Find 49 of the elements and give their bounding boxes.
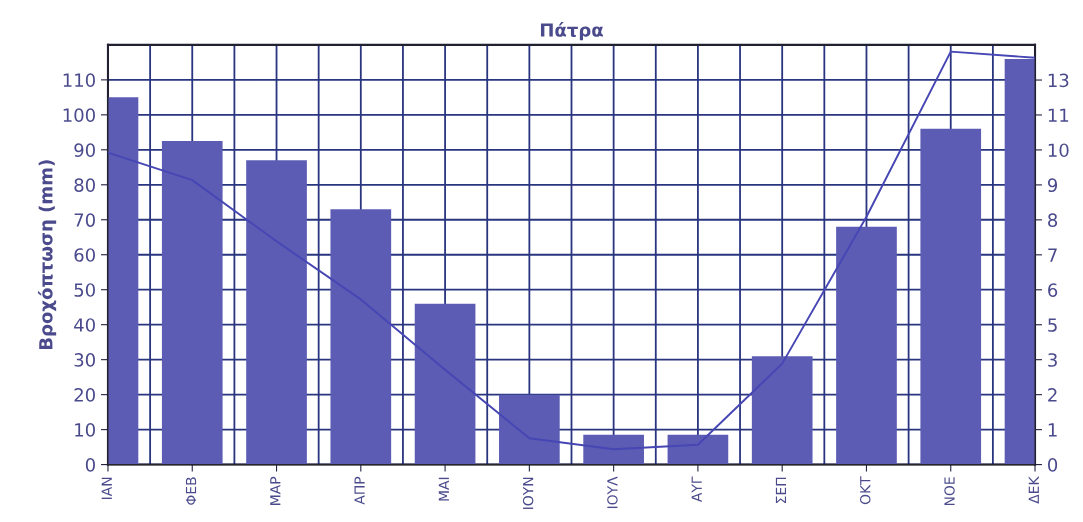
x-tick-label: ΜΑΡ	[270, 476, 281, 505]
y2-tick-label: 9	[1047, 178, 1058, 193]
y-tick-label: 80	[74, 178, 95, 192]
y-tick-label: 10	[75, 423, 95, 437]
x-tick-label: ΣΕΠ	[775, 477, 787, 504]
y-tick-label: 0	[85, 458, 95, 472]
y-tick-label: 50	[74, 283, 95, 297]
bar	[246, 160, 307, 465]
y-axis-title: Βροχόπτωση (mm)	[37, 160, 57, 350]
y-tick-label: 30	[74, 353, 95, 367]
bar	[583, 434, 644, 465]
y2-tick-label: 0	[1048, 458, 1058, 472]
y-tick-label: 40	[74, 318, 95, 332]
bar	[836, 226, 897, 465]
bar	[414, 303, 476, 465]
y2-tick-label: 1	[1048, 423, 1057, 437]
bar	[920, 128, 982, 465]
bar	[330, 209, 392, 465]
y2-tick-label: 7	[1048, 248, 1057, 262]
bar	[499, 394, 560, 465]
bar	[751, 356, 813, 465]
y-tick-label: 60	[74, 248, 95, 262]
y-tick-label: 90	[74, 143, 95, 157]
x-tick-label: ΑΠΡ	[354, 476, 365, 505]
x-tick-label: ΔΕΚ	[1028, 476, 1039, 504]
x-tick-label: ΙΟΥΝ	[522, 477, 534, 509]
y2-tick-label: 5	[1048, 318, 1057, 332]
bar	[667, 434, 729, 465]
y2-tick-label: 8	[1048, 213, 1058, 227]
y-tick-label: 20	[74, 388, 95, 402]
line-series	[107, 50, 1036, 451]
bar	[161, 141, 223, 465]
y2-tick-label: 2	[1048, 388, 1057, 402]
y2-tick-label: 11	[1048, 108, 1069, 122]
y2-tick-label: 10	[1048, 143, 1069, 158]
x-tick-label: ΑΥΓ	[691, 476, 702, 502]
x-tick-label: ΙΟΥΛ	[607, 476, 618, 509]
y-tick-label: 70	[74, 213, 95, 227]
y2-tick-label: 13	[1048, 73, 1069, 88]
y-tick-label: 100	[63, 108, 95, 122]
chart-title: Πάτρα	[540, 22, 603, 41]
x-tick-label: ΙΑΝ	[101, 477, 112, 500]
x-tick-label: ΦΕΒ	[185, 477, 197, 505]
x-tick-label: ΜΑΙ	[438, 477, 449, 501]
y-tick-label: 110	[63, 73, 95, 87]
x-tick-label: ΝΟΕ	[944, 477, 955, 506]
y2-tick-label: 3	[1048, 353, 1057, 367]
x-tick-label: ΟΚΤ	[859, 476, 871, 505]
y2-tick-label: 6	[1048, 283, 1058, 297]
